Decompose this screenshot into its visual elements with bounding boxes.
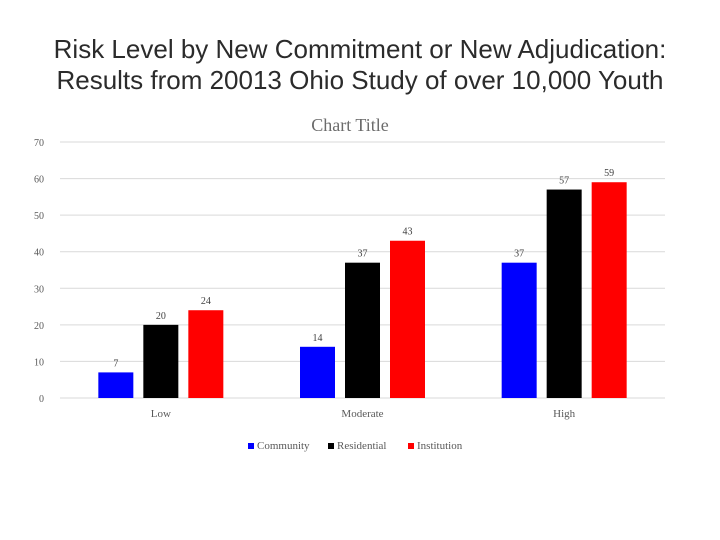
bar-institution-moderate (390, 240, 425, 398)
y-tick-label: 50 (34, 211, 44, 222)
bar-residential-moderate (345, 262, 380, 398)
data-label: 20 (156, 311, 166, 322)
chart-title: Chart Title (311, 115, 389, 135)
bar-residential-low (143, 324, 179, 398)
legend-swatch-residential (328, 443, 334, 449)
legend-label-residential: Residential (337, 440, 387, 452)
legend-swatch-community (248, 443, 254, 449)
legend-label-community: Community (257, 440, 310, 452)
data-label: 7 (113, 358, 118, 369)
x-category-label: High (553, 408, 576, 420)
data-label: 37 (514, 249, 524, 260)
slide-title: Risk Level by New Commitment or New Adju… (53, 34, 667, 95)
data-label: 14 (313, 333, 323, 344)
bar-community-high (501, 262, 537, 398)
y-tick-label: 70 (34, 138, 44, 149)
y-tick-label: 60 (34, 175, 44, 186)
bar-residential-high (546, 189, 582, 398)
y-tick-label: 20 (34, 321, 44, 332)
y-tick-label: 10 (34, 357, 44, 368)
bar-institution-low (188, 310, 224, 398)
bar-community-moderate (300, 346, 335, 398)
legend-label-institution: Institution (417, 440, 463, 452)
y-tick-label: 40 (34, 248, 44, 259)
x-category-label: Low (151, 408, 171, 420)
y-tick-label: 0 (39, 394, 44, 405)
data-label: 57 (559, 176, 569, 187)
bar-community-low (98, 372, 134, 398)
y-tick-label: 30 (34, 284, 44, 295)
data-label: 37 (358, 249, 368, 260)
data-label: 24 (201, 296, 211, 307)
bar-institution-high (591, 182, 627, 398)
data-label: 43 (403, 227, 413, 238)
data-label: 59 (604, 168, 614, 179)
x-category-label: Moderate (341, 408, 383, 420)
legend-swatch-institution (408, 443, 414, 449)
